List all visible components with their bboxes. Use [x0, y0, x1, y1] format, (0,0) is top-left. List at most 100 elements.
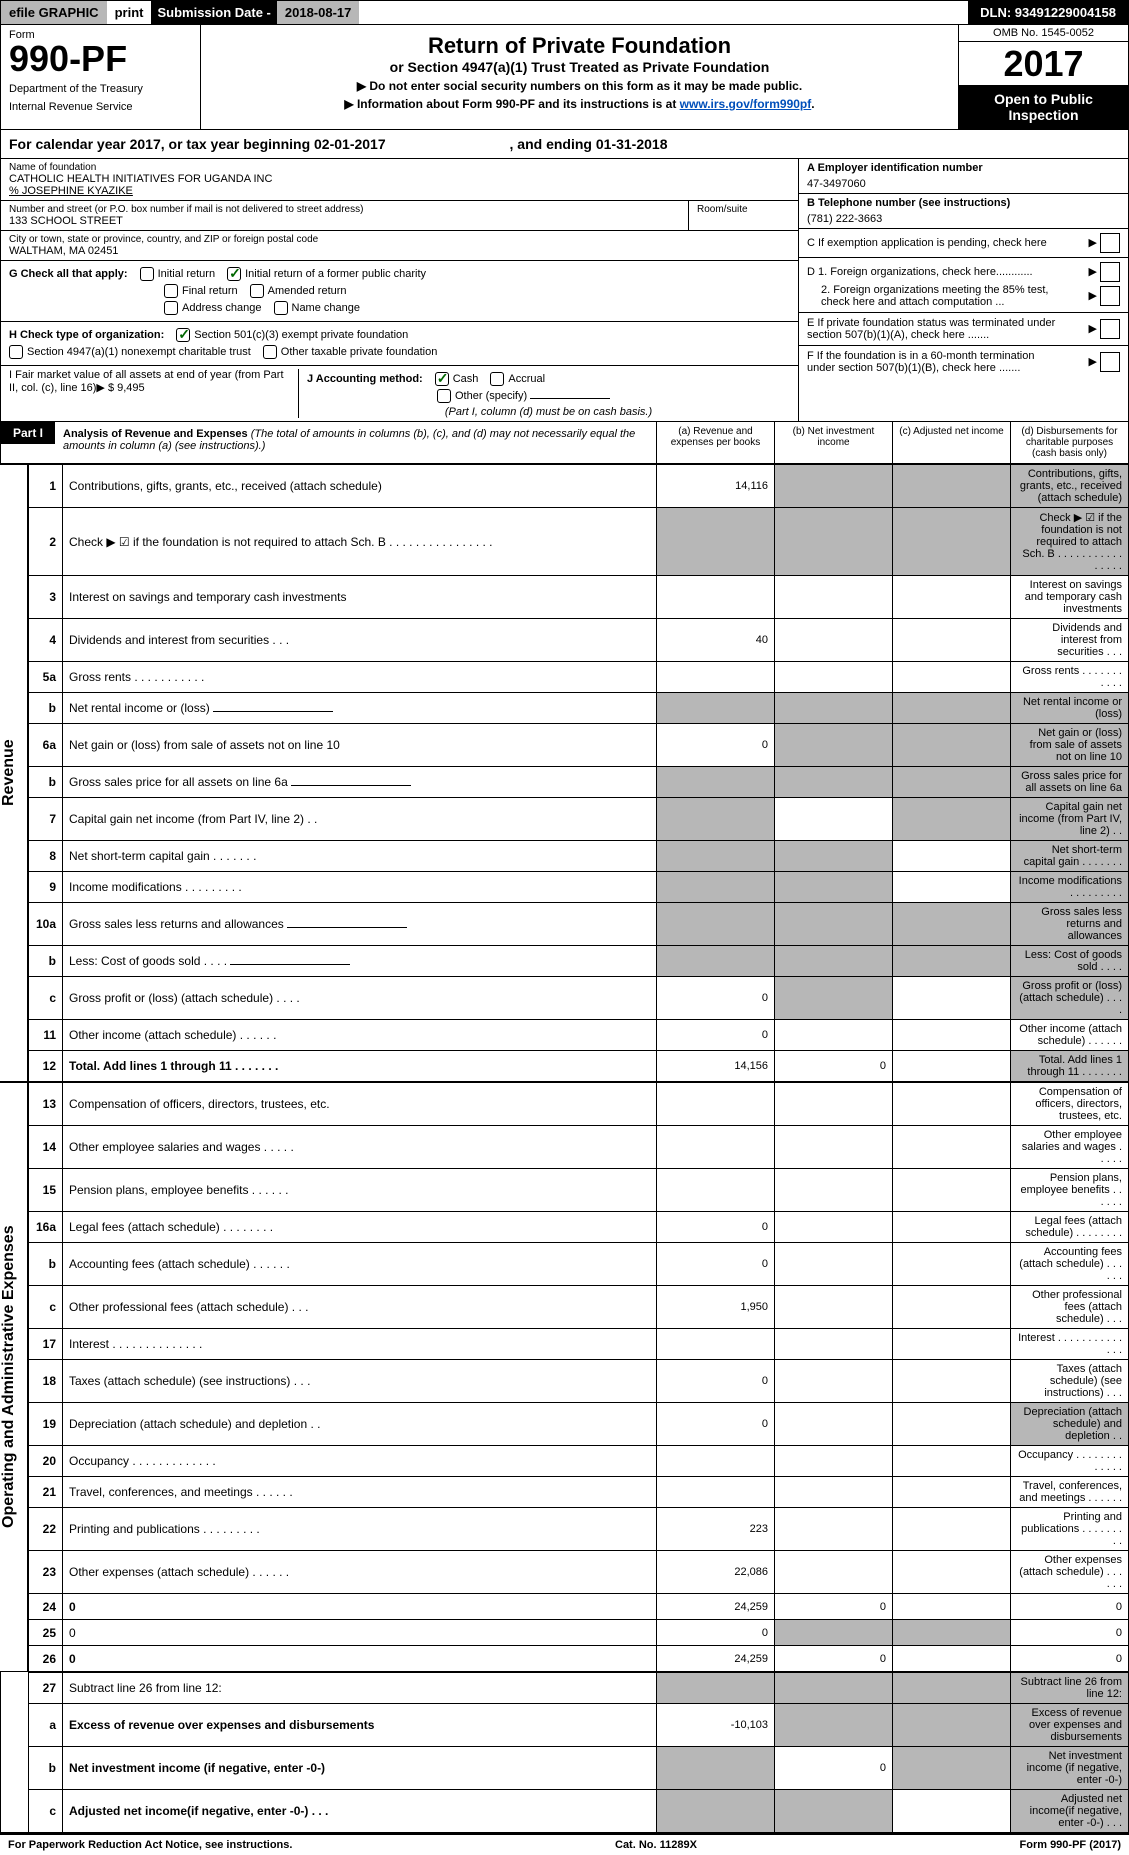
open-public-badge: Open to Public Inspection: [959, 85, 1128, 129]
revenue-section: Revenue 1Contributions, gifts, grants, e…: [0, 464, 1129, 1082]
tax-year-begin: 02-01-2017: [314, 136, 386, 152]
col-b-head: (b) Net investment income: [774, 422, 892, 463]
info-right: A Employer identification number 47-3497…: [798, 159, 1128, 421]
footer-mid: Cat. No. 11289X: [615, 1839, 697, 1851]
501c3-checkbox[interactable]: [176, 328, 190, 342]
foundation-name: CATHOLIC HEALTH INITIATIVES FOR UGANDA I…: [9, 173, 790, 185]
table-row: 3Interest on savings and temporary cash …: [29, 576, 1129, 619]
dln-value: DLN: 93491229004158: [968, 1, 1128, 24]
final-return-checkbox[interactable]: [164, 284, 178, 298]
status-terminated-checkbox[interactable]: [1100, 319, 1120, 339]
other-taxable-checkbox[interactable]: [263, 345, 277, 359]
table-row: bAccounting fees (attach schedule) . . .…: [29, 1243, 1129, 1286]
header-mid: Return of Private Foundation or Section …: [201, 25, 958, 129]
revenue-table: 1Contributions, gifts, grants, etc., rec…: [28, 464, 1129, 1082]
table-row: 11Other income (attach schedule) . . . .…: [29, 1020, 1129, 1051]
section-ij: I Fair market value of all assets at end…: [1, 366, 798, 421]
city-state-zip: WALTHAM, MA 02451: [9, 245, 790, 257]
table-row: 1Contributions, gifts, grants, etc., rec…: [29, 465, 1129, 508]
form-subtitle: or Section 4947(a)(1) Trust Treated as P…: [209, 59, 950, 75]
header-right: OMB No. 1545-0052 2017 Open to Public In…: [958, 25, 1128, 129]
table-row: 21Travel, conferences, and meetings . . …: [29, 1477, 1129, 1508]
expenses-side-label: Operating and Administrative Expenses: [0, 1082, 28, 1672]
tax-year-end: 01-31-2018: [596, 136, 668, 152]
dept-irs: Internal Revenue Service: [9, 101, 192, 113]
table-row: 4Dividends and interest from securities …: [29, 619, 1129, 662]
submission-date-label: Submission Date -: [151, 1, 276, 24]
instructions-link[interactable]: www.irs.gov/form990pf: [680, 97, 812, 111]
cash-basis-note: (Part I, column (d) must be on cash basi…: [307, 406, 790, 418]
footer-right: Form 990-PF (2017): [1020, 1839, 1122, 1851]
tax-year: 2017: [959, 42, 1128, 85]
calendar-year-row: For calendar year 2017, or tax year begi…: [0, 130, 1129, 159]
care-of: % JOSEPHINE KYAZIKE: [9, 185, 790, 197]
table-row: 6aNet gain or (loss) from sale of assets…: [29, 724, 1129, 767]
table-row: 27Subtract line 26 from line 12:Subtract…: [29, 1673, 1129, 1704]
4947a1-checkbox[interactable]: [9, 345, 23, 359]
table-row: cAdjusted net income(if negative, enter …: [29, 1790, 1129, 1833]
table-row: bNet investment income (if negative, ent…: [29, 1747, 1129, 1790]
form-number: 990-PF: [9, 41, 192, 77]
table-row: 7Capital gain net income (from Part IV, …: [29, 798, 1129, 841]
other-method-checkbox[interactable]: [437, 389, 451, 403]
table-row: 10aGross sales less returns and allowanc…: [29, 903, 1129, 946]
revenue-side-label: Revenue: [0, 464, 28, 1082]
foundation-name-cell: Name of foundation CATHOLIC HEALTH INITI…: [1, 159, 798, 201]
accrual-checkbox[interactable]: [490, 372, 504, 386]
table-row: 19Depreciation (attach schedule) and dep…: [29, 1403, 1129, 1446]
page-footer: For Paperwork Reduction Act Notice, see …: [0, 1833, 1129, 1855]
60-month-checkbox[interactable]: [1100, 352, 1120, 372]
foreign-org-checkbox[interactable]: [1100, 262, 1120, 282]
address-change-checkbox[interactable]: [164, 301, 178, 315]
initial-return-checkbox[interactable]: [140, 267, 154, 281]
table-row: 2Check ▶ ☑ if the foundation is not requ…: [29, 508, 1129, 576]
table-row: bLess: Cost of goods sold . . . . Less: …: [29, 946, 1129, 977]
fmv-value: $ 9,495: [108, 382, 145, 394]
part1-title: Analysis of Revenue and Expenses: [63, 428, 248, 440]
instruction-2: ▶ Information about Form 990-PF and its …: [209, 97, 950, 111]
name-change-checkbox[interactable]: [274, 301, 288, 315]
table-row: 26024,25900: [29, 1646, 1129, 1672]
submission-date-value: 2018-08-17: [277, 1, 360, 24]
dept-treasury: Department of the Treasury: [9, 83, 192, 95]
table-row: 22Printing and publications . . . . . . …: [29, 1508, 1129, 1551]
efile-button[interactable]: efile GRAPHIC: [1, 1, 107, 24]
table-row: 15Pension plans, employee benefits . . .…: [29, 1169, 1129, 1212]
table-row: 12Total. Add lines 1 through 11 . . . . …: [29, 1051, 1129, 1082]
foreign-85-checkbox[interactable]: [1100, 286, 1120, 306]
table-row: 25000: [29, 1620, 1129, 1646]
instruction-1: ▶ Do not enter social security numbers o…: [209, 79, 950, 93]
table-row: 17Interest . . . . . . . . . . . . . .In…: [29, 1329, 1129, 1360]
form-header: Form 990-PF Department of the Treasury I…: [0, 25, 1129, 130]
street-address: 133 SCHOOL STREET: [9, 215, 680, 227]
topbar: efile GRAPHIC print Submission Date - 20…: [0, 0, 1129, 25]
print-button[interactable]: print: [107, 1, 152, 24]
part1-label: Part I: [1, 422, 55, 444]
omb-number: OMB No. 1545-0052: [959, 25, 1128, 42]
table-row: cGross profit or (loss) (attach schedule…: [29, 977, 1129, 1020]
bottom-table: 27Subtract line 26 from line 12:Subtract…: [28, 1672, 1129, 1833]
table-row: 9Income modifications . . . . . . . . .I…: [29, 872, 1129, 903]
amended-return-checkbox[interactable]: [250, 284, 264, 298]
table-row: 14Other employee salaries and wages . . …: [29, 1126, 1129, 1169]
table-row: 23Other expenses (attach schedule) . . .…: [29, 1551, 1129, 1594]
info-left: Name of foundation CATHOLIC HEALTH INITI…: [1, 159, 798, 421]
info-section: Name of foundation CATHOLIC HEALTH INITI…: [0, 159, 1129, 422]
header-left: Form 990-PF Department of the Treasury I…: [1, 25, 201, 129]
col-d-head: (d) Disbursements for charitable purpose…: [1010, 422, 1128, 463]
topbar-left: efile GRAPHIC print Submission Date - 20…: [1, 1, 359, 24]
footer-left: For Paperwork Reduction Act Notice, see …: [8, 1839, 292, 1851]
address-row: Number and street (or P.O. box number if…: [1, 201, 798, 231]
city-cell: City or town, state or province, country…: [1, 231, 798, 261]
expenses-section: Operating and Administrative Expenses 13…: [0, 1082, 1129, 1672]
cash-checkbox[interactable]: [435, 372, 449, 386]
ein-value: 47-3497060: [807, 178, 1120, 190]
table-row: aExcess of revenue over expenses and dis…: [29, 1704, 1129, 1747]
exemption-pending-checkbox[interactable]: [1100, 233, 1120, 253]
section-g: G Check all that apply: Initial return I…: [1, 261, 798, 322]
initial-return-former-checkbox[interactable]: [227, 267, 241, 281]
table-row: cOther professional fees (attach schedul…: [29, 1286, 1129, 1329]
table-row: 5aGross rents . . . . . . . . . . .Gross…: [29, 662, 1129, 693]
table-row: 16aLegal fees (attach schedule) . . . . …: [29, 1212, 1129, 1243]
section-h: H Check type of organization: Section 50…: [1, 322, 798, 366]
